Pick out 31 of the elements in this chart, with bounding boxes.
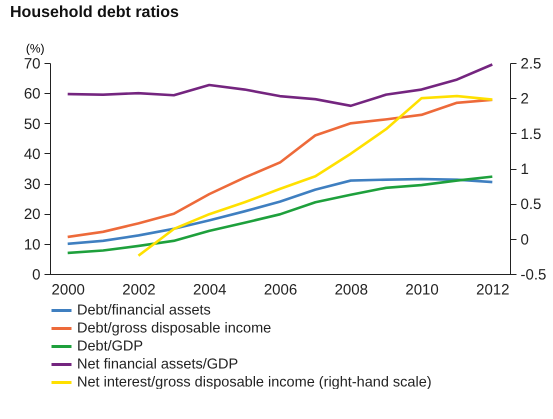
y2-tick-label: 1.5 bbox=[520, 126, 542, 143]
y-tick-label: 50 bbox=[24, 116, 40, 133]
y2-tick-label: 1 bbox=[520, 161, 529, 178]
y-tick-label: 40 bbox=[24, 146, 40, 163]
x-tick-label: 2004 bbox=[193, 282, 226, 298]
x-tick-label: 2010 bbox=[405, 282, 439, 298]
x-tick-label: 2000 bbox=[52, 282, 85, 298]
y-tick-label: 60 bbox=[24, 86, 40, 103]
y2-tick-label: 2 bbox=[520, 90, 529, 108]
y2-tick-label: 2.5 bbox=[520, 56, 542, 72]
x-tick-label: 2002 bbox=[122, 282, 156, 298]
y2-tick-label: 0 bbox=[520, 231, 529, 248]
y-tick-label: 70 bbox=[24, 56, 40, 72]
y-axis-title: (%) bbox=[26, 42, 44, 56]
legend-label: Net financial assets/GDP bbox=[77, 356, 238, 372]
line-series bbox=[66, 63, 494, 108]
y2-tick-label: -0.5 bbox=[520, 266, 546, 284]
legend-label: Debt/gross disposable income bbox=[77, 320, 272, 336]
y2-tick-label: 0.5 bbox=[520, 196, 542, 214]
y-tick-label: 10 bbox=[24, 236, 40, 254]
y-tick-label: 20 bbox=[24, 206, 40, 224]
x-tick-label: 2012 bbox=[476, 282, 510, 298]
legend-label: Debt/GDP bbox=[77, 338, 144, 354]
x-tick-label: 2008 bbox=[334, 282, 368, 298]
legend-label: Debt/financial assets bbox=[77, 302, 211, 318]
chart-title: Household debt ratios bbox=[10, 4, 179, 21]
y-tick-label: 0 bbox=[32, 266, 40, 284]
line-series bbox=[137, 94, 494, 258]
x-tick-label: 2006 bbox=[264, 282, 298, 298]
y-tick-label: 30 bbox=[24, 176, 40, 194]
line-series bbox=[66, 98, 494, 238]
